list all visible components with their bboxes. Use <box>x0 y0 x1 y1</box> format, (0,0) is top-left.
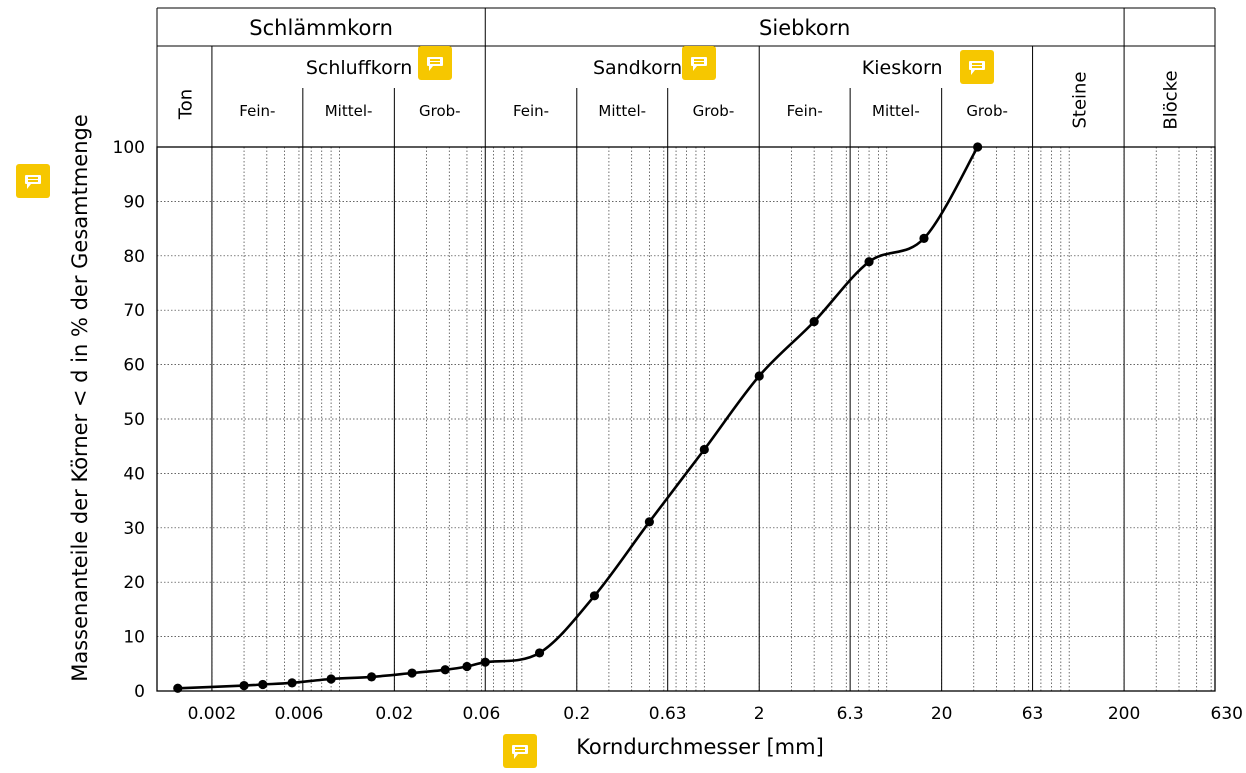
class-label-schluffkorn: Schluffkorn <box>306 57 412 79</box>
y-tick-label: 30 <box>123 519 145 539</box>
data-point <box>287 678 297 688</box>
data-point <box>366 672 377 682</box>
x-tick-label: 2 <box>754 704 765 724</box>
sub-label: Mittel- <box>872 102 920 120</box>
data-point <box>754 371 764 381</box>
comment-note-icon[interactable] <box>16 164 50 198</box>
x-tick-label: 630 <box>1211 704 1243 724</box>
x-tick-label: 0.006 <box>275 704 324 724</box>
rotated-label-bloecke: Blöcke <box>1161 70 1182 129</box>
group-label-siebkorn: Siebkorn <box>759 16 850 40</box>
data-point <box>864 257 874 267</box>
rotated-label-ton: Ton <box>175 89 196 120</box>
x-tick-label: 63 <box>1022 704 1044 724</box>
rotated-label-steine: Steine <box>1069 71 1090 128</box>
y-tick-label: 80 <box>123 247 145 267</box>
plot-frame <box>156 146 1216 692</box>
class-label-kieskorn: Kieskorn <box>862 57 943 79</box>
y-tick-label: 40 <box>123 464 145 484</box>
y-tick-label: 10 <box>123 628 145 648</box>
x-axis-label: Korndurchmesser [mm] <box>576 735 824 759</box>
sub-label: Grob- <box>419 102 461 120</box>
y-tick-label: 20 <box>123 573 145 593</box>
x-tick-label: 20 <box>931 704 953 724</box>
data-point <box>407 668 417 678</box>
grid-lines <box>157 146 1215 692</box>
sub-label: Mittel- <box>325 102 373 120</box>
data-point <box>919 233 929 243</box>
y-tick-label: 100 <box>113 138 145 158</box>
comment-note-icon[interactable] <box>418 46 452 80</box>
x-tick-label: 0.06 <box>462 704 500 724</box>
comment-note-icon[interactable] <box>503 734 537 768</box>
sub-label: Fein- <box>787 102 823 120</box>
sub-label: Mittel- <box>598 102 646 120</box>
data-point <box>326 674 336 684</box>
x-tick-label: 200 <box>1108 704 1140 724</box>
data-point <box>809 317 819 327</box>
data-point <box>258 679 268 690</box>
data-point <box>699 444 709 455</box>
sub-label: Grob- <box>966 102 1008 120</box>
sub-label: Fein- <box>513 102 549 120</box>
data-point <box>644 517 654 527</box>
y-tick-label: 0 <box>134 682 145 702</box>
sub-label: Grob- <box>693 102 735 120</box>
y-tick-label: 90 <box>123 192 145 212</box>
data-point <box>973 142 983 152</box>
series-line <box>177 146 979 690</box>
y-tick-label: 60 <box>123 356 145 376</box>
class-label-sandkorn: Sandkorn <box>593 57 682 79</box>
comment-note-icon[interactable] <box>960 50 994 84</box>
data-point <box>589 591 600 601</box>
x-tick-label: 0.002 <box>188 704 237 724</box>
x-tick-label: 6.3 <box>837 704 864 724</box>
comment-note-icon[interactable] <box>682 46 716 80</box>
x-tick-label: 0.63 <box>649 704 687 724</box>
data-point <box>534 648 545 658</box>
group-label-schlaemmkorn: Schlämmkorn <box>249 16 393 40</box>
x-tick-label: 0.02 <box>375 704 413 724</box>
y-axis-label: Massenanteile der Körner < d in % der Ge… <box>68 114 92 682</box>
y-tick-label: 70 <box>123 301 145 321</box>
data-point <box>173 683 183 693</box>
x-tick-label: 0.2 <box>563 704 590 724</box>
y-tick-label: 50 <box>123 410 145 430</box>
data-point <box>440 665 450 675</box>
data-point <box>480 657 490 667</box>
data-point <box>239 680 249 691</box>
data-point <box>462 661 472 672</box>
sub-label: Fein- <box>239 102 275 120</box>
